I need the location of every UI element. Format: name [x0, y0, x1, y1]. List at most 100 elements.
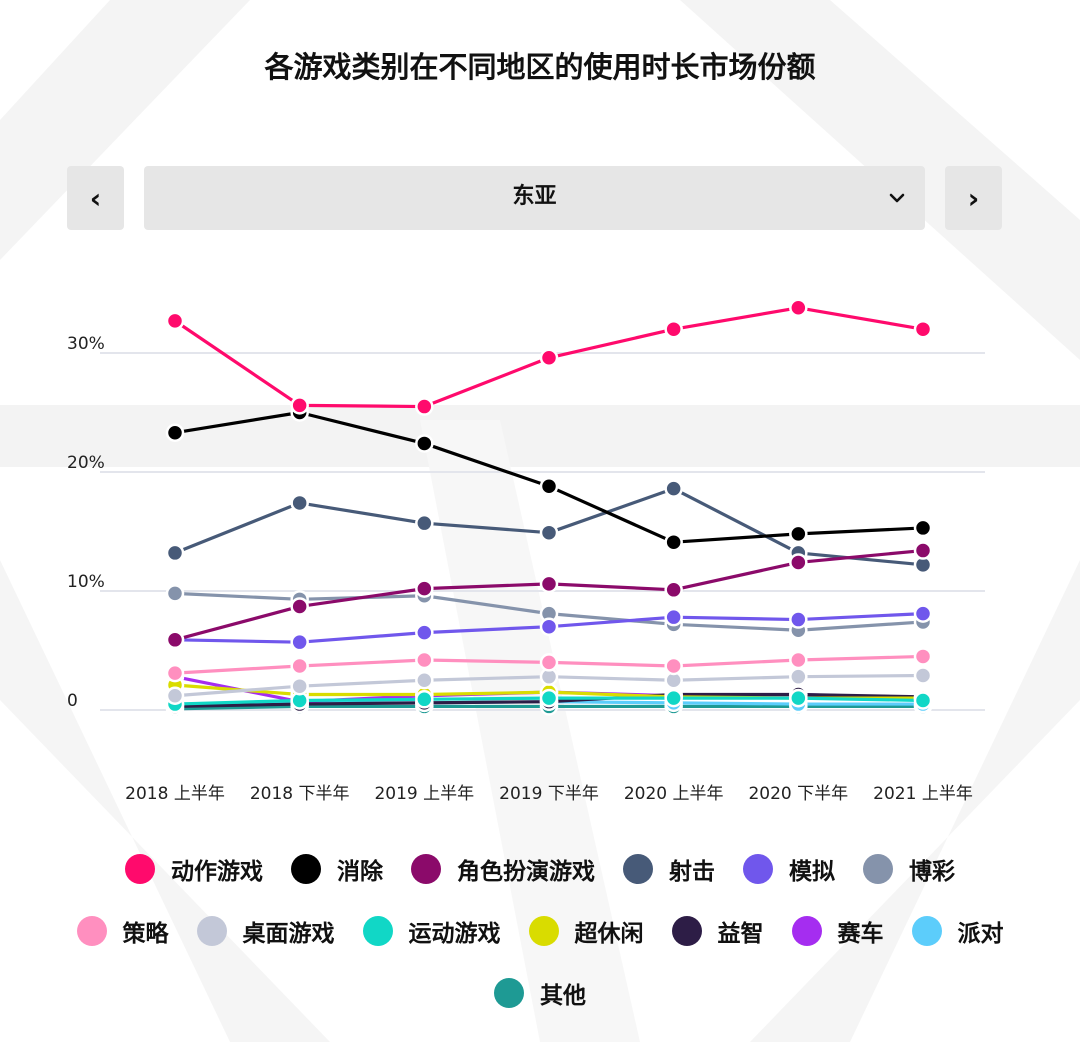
legend-label: 消除 — [337, 859, 383, 885]
data-point — [165, 423, 185, 442]
data-point — [539, 653, 559, 672]
legend-label: 角色扮演游戏 — [457, 859, 595, 885]
legend-swatch — [291, 854, 321, 884]
data-point — [415, 397, 434, 416]
data-point — [664, 656, 683, 676]
y-tick-label: 0 — [67, 691, 78, 711]
legend-label: 博彩 — [909, 859, 955, 885]
data-point — [415, 671, 434, 690]
legend-label: 射击 — [669, 859, 715, 885]
data-point — [165, 584, 185, 603]
data-point — [789, 524, 808, 544]
chevron-left-icon: ‹ — [89, 181, 102, 215]
data-point — [165, 663, 185, 683]
legend-item[interactable]: 动作游戏 — [125, 852, 263, 886]
data-point — [165, 686, 185, 705]
legend-swatch — [623, 854, 653, 884]
legend-item[interactable]: 益智 — [671, 914, 764, 948]
legend-item[interactable]: 角色扮演游戏 — [411, 852, 595, 886]
next-region-button[interactable]: › — [945, 166, 1002, 230]
data-point — [664, 319, 683, 339]
x-tick-label: 2020 下半年 — [748, 784, 848, 804]
data-point — [913, 518, 933, 538]
data-point — [913, 647, 933, 666]
data-point — [415, 579, 434, 598]
legend-row: 其他 — [40, 962, 1040, 1024]
legend-label: 超休闲 — [574, 921, 644, 947]
legend-label: 其他 — [540, 983, 586, 1009]
legend-swatch — [362, 916, 393, 946]
legend-item[interactable]: 消除 — [291, 852, 383, 886]
previous-region-button[interactable]: ‹ — [67, 166, 124, 230]
legend-swatch — [743, 854, 773, 884]
legend-item[interactable]: 派对 — [911, 914, 1004, 948]
legend-row: 动作游戏 消除 角色扮演游戏 射击 模拟 博彩 — [40, 838, 1040, 900]
legend-label: 桌面游戏 — [242, 921, 335, 947]
legend-swatch — [863, 854, 893, 884]
x-tick-label: 2021 上半年 — [873, 784, 973, 804]
data-point — [539, 617, 559, 636]
legend-swatch — [671, 916, 702, 946]
legend-swatch — [76, 916, 107, 946]
x-tick-label: 2018 上半年 — [125, 784, 225, 804]
legend-item[interactable]: 策略 — [76, 914, 169, 948]
data-point — [290, 632, 309, 652]
data-point — [290, 396, 309, 415]
x-tick-label: 2018 下半年 — [250, 784, 350, 804]
data-point — [165, 630, 185, 650]
data-point — [664, 479, 683, 498]
legend-row: 策略 桌面游戏 运动游戏 超休闲 益智 赛车 派对 — [40, 900, 1040, 962]
legend-label: 策略 — [122, 921, 169, 947]
legend-item[interactable]: 运动游戏 — [362, 914, 501, 948]
data-point — [789, 553, 808, 572]
legend-item[interactable]: 超休闲 — [528, 914, 644, 948]
chart-legend: 动作游戏 消除 角色扮演游戏 射击 模拟 博彩策略 桌面游戏 运动游戏 超休闲 益智 赛车 派对其他 — [40, 838, 1040, 1024]
data-point — [913, 541, 933, 560]
data-point — [913, 319, 933, 339]
legend-swatch — [411, 854, 441, 884]
x-tick-label: 2019 下半年 — [499, 784, 599, 804]
legend-swatch — [196, 916, 227, 946]
legend-label: 运动游戏 — [408, 921, 501, 947]
legend-label: 模拟 — [789, 859, 835, 885]
data-point — [290, 676, 309, 696]
data-point — [165, 311, 185, 331]
region-dropdown[interactable]: 东亚 — [144, 166, 925, 230]
data-point — [415, 513, 434, 533]
legend-swatch — [791, 916, 822, 946]
data-point — [664, 580, 683, 600]
data-point — [913, 666, 933, 685]
chevron-right-icon: › — [967, 181, 980, 215]
data-point — [290, 597, 309, 616]
data-point — [789, 610, 808, 629]
x-tick-label: 2019 上半年 — [374, 784, 474, 804]
legend-item[interactable]: 其他 — [494, 976, 586, 1010]
legend-label: 赛车 — [837, 921, 884, 947]
legend-label: 派对 — [957, 921, 1004, 947]
page-title: 各游戏类别在不同地区的使用时长市场份额 — [264, 50, 816, 84]
y-tick-label: 20% — [67, 453, 105, 473]
region-dropdown-label: 东亚 — [512, 184, 557, 209]
legend-item[interactable]: 博彩 — [863, 852, 955, 886]
y-tick-label: 30% — [67, 334, 105, 354]
data-point — [664, 688, 683, 708]
data-point — [913, 604, 933, 623]
data-point — [165, 543, 185, 563]
legend-label: 益智 — [717, 921, 764, 947]
legend-item[interactable]: 桌面游戏 — [196, 914, 335, 948]
legend-swatch — [911, 916, 942, 946]
data-point — [789, 298, 808, 318]
data-point — [789, 650, 808, 670]
y-tick-label: 10% — [67, 572, 105, 592]
legend-item[interactable]: 射击 — [623, 852, 715, 886]
data-point — [664, 607, 683, 627]
legend-item[interactable]: 模拟 — [743, 852, 835, 886]
data-point — [539, 348, 559, 368]
chevron-down-icon — [889, 193, 905, 203]
data-point — [539, 574, 559, 594]
data-point — [290, 656, 309, 676]
legend-item[interactable]: 赛车 — [791, 914, 884, 948]
data-point — [789, 688, 808, 708]
data-point — [290, 493, 309, 513]
